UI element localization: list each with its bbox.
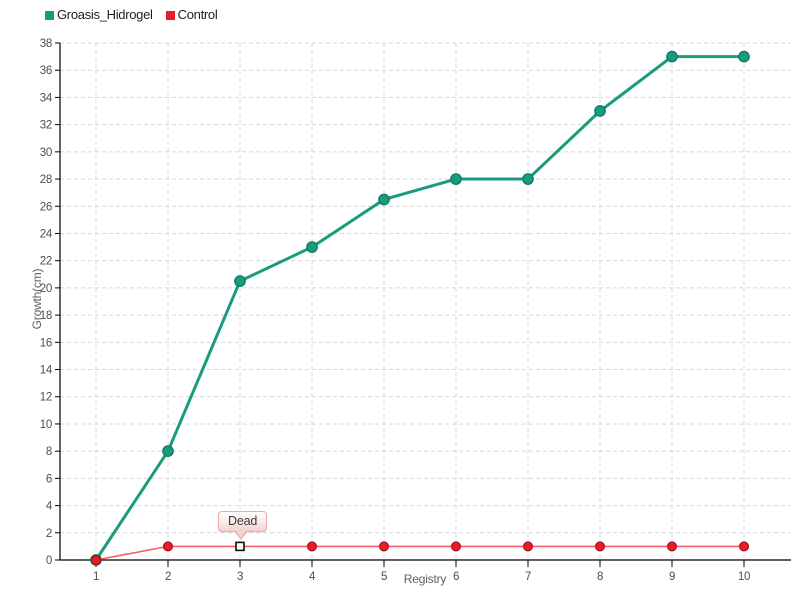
dead-tooltip-text: Dead [228, 514, 258, 529]
x-tick-label: 3 [237, 571, 243, 583]
x-tick-label: 5 [381, 571, 387, 583]
x-tick-label: 2 [165, 571, 171, 583]
y-tick-label: 4 [46, 501, 53, 513]
y-tick-label: 32 [40, 120, 52, 132]
y-tick-label: 12 [40, 392, 52, 404]
legend-swatch-groasis-icon [45, 10, 54, 20]
y-tick-label: 30 [40, 147, 52, 159]
data-point-control[interactable] [306, 541, 318, 552]
data-point-control[interactable] [162, 541, 174, 552]
series-line-groasis [94, 55, 744, 561]
y-tick-label: 2 [46, 528, 52, 540]
data-point-groasis[interactable] [666, 50, 678, 63]
y-tick-label: 10 [40, 419, 52, 431]
dead-tooltip: Dead [218, 511, 268, 541]
x-tick-label: 4 [309, 571, 316, 583]
data-point-control[interactable] [378, 541, 390, 552]
y-tick-label: 34 [40, 92, 53, 104]
data-point-groasis[interactable] [522, 173, 534, 185]
y-tick-label: 38 [40, 38, 52, 50]
data-point-groasis[interactable] [306, 241, 318, 253]
x-tick-label: 7 [525, 571, 531, 583]
y-tick-label: 20 [40, 283, 52, 295]
y-tick-label: 28 [40, 174, 52, 186]
y-tick-label: 22 [40, 256, 52, 268]
data-point-groasis[interactable] [450, 173, 462, 185]
y-axis-title: Growth(cm) [30, 268, 44, 330]
legend-item-control[interactable]: Control [165, 7, 218, 22]
data-point-control[interactable] [522, 541, 534, 552]
x-tick-label: 6 [453, 571, 459, 583]
y-tick-label: 36 [40, 65, 52, 77]
x-axis-title: Registry [403, 572, 447, 586]
x-tick-label: 8 [597, 571, 603, 583]
x-tick-label: 1 [93, 571, 99, 583]
data-point-control[interactable] [90, 554, 102, 566]
legend-label-groasis: Groasis_Hidrogel [57, 7, 153, 22]
y-tick-label: 16 [40, 337, 52, 349]
series-line-control [95, 545, 744, 561]
data-point-groasis[interactable] [738, 50, 750, 63]
tooltip-pointer-icon [235, 530, 247, 539]
data-point-control[interactable] [666, 541, 678, 552]
legend-label-control: Control [177, 7, 218, 22]
legend-item-groasis-hidrogel[interactable]: Groasis_Hidrogel [45, 7, 153, 22]
y-tick-label: 18 [40, 310, 52, 322]
data-point-groasis[interactable] [162, 445, 174, 458]
legend-swatch-control-icon [165, 10, 175, 20]
legend: Groasis_Hidrogel Control [45, 7, 218, 22]
y-tick-label: 26 [40, 201, 52, 213]
y-tick-label: 8 [46, 446, 52, 458]
x-tick-label: 9 [669, 571, 675, 583]
data-point-groasis[interactable] [378, 193, 390, 206]
y-tick-label: 24 [40, 228, 53, 240]
y-tick-label: 0 [46, 555, 52, 567]
data-point-control[interactable] [594, 541, 606, 552]
data-point-control[interactable] [738, 541, 750, 552]
x-tick-label: 10 [738, 571, 750, 583]
dead-marker[interactable] [235, 541, 245, 552]
y-tick-label: 6 [46, 473, 52, 485]
data-point-groasis[interactable] [594, 105, 606, 117]
data-point-control[interactable] [450, 541, 462, 552]
data-point-groasis[interactable] [234, 275, 246, 287]
y-tick-label: 14 [40, 365, 53, 377]
